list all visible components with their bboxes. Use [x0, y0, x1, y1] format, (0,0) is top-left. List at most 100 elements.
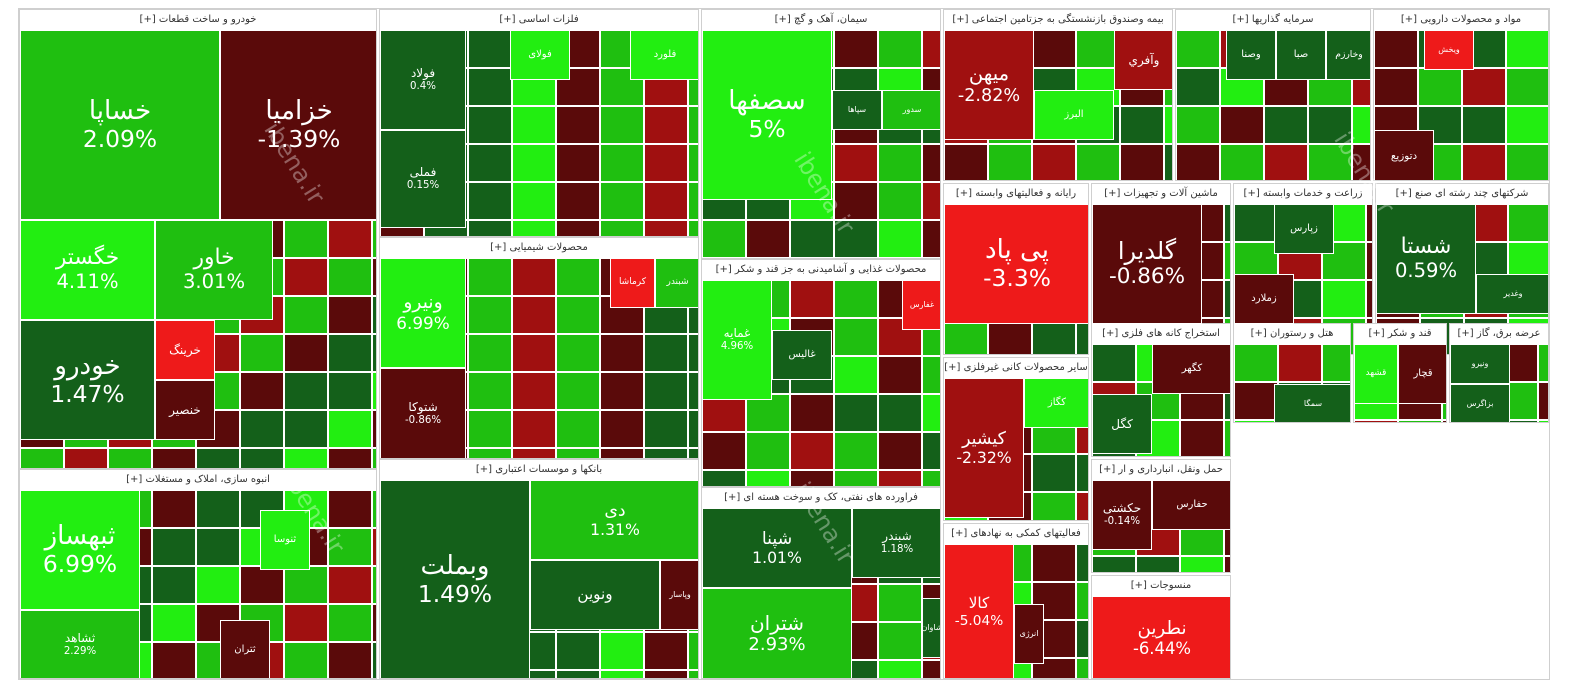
stock-cell[interactable]: [284, 448, 328, 468]
sector-title[interactable]: فلزات اساسی [+]: [380, 10, 698, 31]
stock-cell[interactable]: شستا 0.59%: [1376, 204, 1476, 314]
stock-cell[interactable]: [644, 410, 688, 448]
stock-cell[interactable]: [600, 182, 644, 220]
stock-cell[interactable]: [284, 642, 328, 678]
stock-cell[interactable]: [1366, 242, 1372, 280]
stock-cell[interactable]: [240, 372, 284, 410]
stock-cell[interactable]: [922, 394, 940, 432]
stock-cell[interactable]: [644, 448, 688, 458]
stock-cell[interactable]: [284, 334, 328, 372]
stock-cell[interactable]: [1352, 106, 1370, 144]
sector-title[interactable]: هتل و رستوران [+]: [1234, 324, 1350, 345]
stock-cell[interactable]: غفارس: [902, 280, 940, 330]
stock-cell[interactable]: ونوین: [530, 560, 660, 630]
sector-title[interactable]: خودرو و ساخت قطعات [+]: [20, 10, 376, 31]
stock-cell[interactable]: زملارد: [1234, 274, 1294, 324]
stock-cell[interactable]: [372, 642, 376, 678]
stock-cell[interactable]: [108, 448, 152, 468]
stock-cell[interactable]: [372, 566, 376, 604]
stock-cell[interactable]: [240, 566, 284, 604]
stock-cell[interactable]: [1398, 420, 1442, 422]
stock-cell[interactable]: [372, 528, 376, 566]
stock-cell[interactable]: [834, 470, 878, 486]
stock-cell[interactable]: [1120, 106, 1164, 144]
stock-cell[interactable]: [284, 258, 328, 296]
stock-cell[interactable]: [1418, 68, 1462, 106]
stock-cell[interactable]: [688, 410, 698, 448]
stock-cell[interactable]: [1506, 68, 1548, 106]
stock-cell[interactable]: [878, 584, 922, 622]
stock-cell[interactable]: [1322, 344, 1350, 382]
stock-cell[interactable]: وصنا: [1226, 30, 1276, 80]
stock-cell[interactable]: [944, 318, 988, 354]
stock-cell[interactable]: [152, 448, 196, 468]
stock-cell[interactable]: خرینگ: [155, 320, 215, 380]
stock-cell[interactable]: [834, 220, 878, 258]
stock-cell[interactable]: [1354, 420, 1398, 422]
stock-cell[interactable]: [1076, 492, 1088, 520]
stock-cell[interactable]: [468, 372, 512, 410]
stock-cell[interactable]: [790, 432, 834, 470]
stock-cell[interactable]: [328, 566, 372, 604]
stock-cell[interactable]: انرژی: [1014, 604, 1044, 664]
sector-title[interactable]: زراعت و خدمات وابسته [+]: [1234, 184, 1372, 205]
sector-title[interactable]: محصولات شیمیایی [+]: [380, 238, 698, 259]
stock-cell[interactable]: [196, 490, 240, 528]
sector-title[interactable]: سیمان، آهک و گچ [+]: [702, 10, 940, 31]
stock-cell[interactable]: [1076, 144, 1120, 180]
stock-cell[interactable]: [468, 106, 512, 144]
sector-title[interactable]: سایر محصولات کانی غیرفلزی [+]: [944, 358, 1088, 379]
stock-cell[interactable]: [644, 220, 688, 236]
stock-cell[interactable]: کیشیر -2.32%: [944, 378, 1024, 518]
stock-cell[interactable]: [372, 490, 376, 528]
stock-cell[interactable]: [372, 258, 376, 296]
stock-cell[interactable]: قشهد: [1354, 344, 1398, 404]
stock-cell[interactable]: [1076, 582, 1088, 620]
stock-cell[interactable]: [600, 220, 644, 236]
stock-cell[interactable]: [468, 296, 512, 334]
stock-cell[interactable]: [468, 448, 512, 458]
stock-cell[interactable]: [1164, 144, 1172, 180]
stock-cell[interactable]: [328, 372, 372, 410]
stock-cell[interactable]: ثنوسا: [260, 510, 310, 570]
stock-cell[interactable]: [1076, 454, 1088, 492]
stock-cell[interactable]: [512, 372, 556, 410]
stock-cell[interactable]: [328, 604, 372, 642]
stock-cell[interactable]: [1032, 454, 1076, 492]
stock-cell[interactable]: [64, 448, 108, 468]
stock-cell[interactable]: دتوزیع: [1374, 130, 1434, 180]
stock-cell[interactable]: [878, 182, 922, 220]
stock-cell[interactable]: [1180, 556, 1224, 572]
stock-cell[interactable]: [1366, 280, 1372, 318]
stock-cell[interactable]: [834, 432, 878, 470]
stock-cell[interactable]: [512, 258, 556, 296]
stock-cell[interactable]: [688, 220, 698, 236]
stock-cell[interactable]: [922, 144, 940, 182]
stock-cell[interactable]: [1224, 204, 1230, 242]
stock-cell[interactable]: [878, 622, 922, 660]
stock-cell[interactable]: [1352, 144, 1370, 180]
stock-cell[interactable]: [556, 106, 600, 144]
stock-cell[interactable]: [1224, 420, 1230, 456]
stock-cell[interactable]: [600, 106, 644, 144]
stock-cell[interactable]: [644, 372, 688, 410]
stock-cell[interactable]: [878, 660, 922, 678]
stock-cell[interactable]: [152, 490, 196, 528]
stock-cell[interactable]: [468, 144, 512, 182]
stock-cell[interactable]: [878, 30, 922, 68]
stock-cell[interactable]: [284, 220, 328, 258]
stock-cell[interactable]: ثشاهد 2.29%: [20, 610, 140, 678]
stock-cell[interactable]: [746, 220, 790, 258]
stock-cell[interactable]: [20, 448, 64, 468]
stock-cell[interactable]: دی 1.31%: [530, 480, 698, 560]
stock-cell[interactable]: [196, 528, 240, 566]
stock-cell[interactable]: ثبهساز 6.99%: [20, 490, 140, 610]
stock-cell[interactable]: [878, 470, 922, 486]
stock-cell[interactable]: [556, 632, 600, 670]
stock-cell[interactable]: [1032, 30, 1076, 68]
stock-cell[interactable]: [284, 566, 328, 604]
stock-cell[interactable]: کالا -5.04%: [944, 544, 1014, 678]
stock-cell[interactable]: [468, 182, 512, 220]
stock-cell[interactable]: [1508, 204, 1548, 242]
stock-cell[interactable]: [1224, 556, 1230, 572]
